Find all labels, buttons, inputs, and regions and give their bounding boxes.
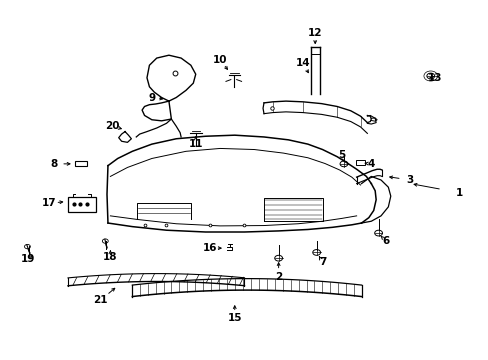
Text: 16: 16 xyxy=(203,243,217,253)
Text: 7: 7 xyxy=(318,257,325,267)
Text: 13: 13 xyxy=(427,73,441,83)
Text: 1: 1 xyxy=(454,188,462,198)
Text: 19: 19 xyxy=(20,254,35,264)
Text: 4: 4 xyxy=(367,159,374,169)
Text: 15: 15 xyxy=(227,313,242,323)
Text: 10: 10 xyxy=(212,55,227,65)
Text: 14: 14 xyxy=(295,58,310,68)
Text: 20: 20 xyxy=(105,121,120,131)
Text: 9: 9 xyxy=(148,93,155,103)
Text: 2: 2 xyxy=(274,272,282,282)
Text: 8: 8 xyxy=(51,159,58,169)
Bar xyxy=(68,197,96,212)
Text: 3: 3 xyxy=(406,175,413,185)
Text: 11: 11 xyxy=(188,139,203,149)
Text: 18: 18 xyxy=(103,252,118,262)
Text: 21: 21 xyxy=(93,295,108,305)
Bar xyxy=(75,161,87,166)
Bar xyxy=(355,160,364,165)
Text: 12: 12 xyxy=(307,28,322,38)
Text: 17: 17 xyxy=(42,198,57,208)
Text: 6: 6 xyxy=(382,236,389,246)
Text: 5: 5 xyxy=(338,150,345,160)
